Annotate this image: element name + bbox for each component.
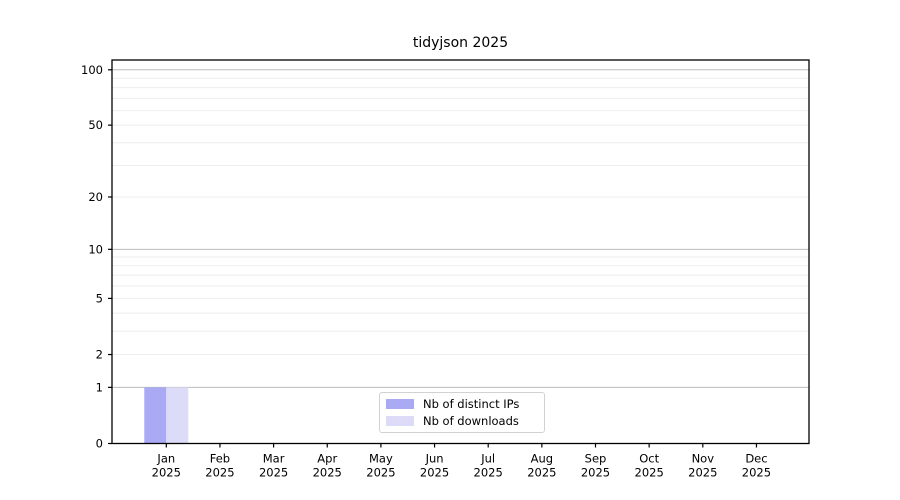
x-axis-tick-label-year: 2025 xyxy=(420,466,449,480)
x-axis-tick-label-year: 2025 xyxy=(313,466,342,480)
legend-swatch xyxy=(386,416,414,426)
plot-frame xyxy=(111,59,810,445)
x-axis-tick-label-year: 2025 xyxy=(152,466,181,480)
x-axis-tick-label-year: 2025 xyxy=(474,466,503,480)
x-axis-tick-label-month: Jul xyxy=(480,452,495,466)
x-axis-tick-label-month: Aug xyxy=(531,452,553,466)
legend-label: Nb of downloads xyxy=(423,414,519,428)
x-axis-tick-label-year: 2025 xyxy=(688,466,717,480)
legend: Nb of distinct IPs Nb of downloads xyxy=(379,392,545,433)
x-axis-tick-label-year: 2025 xyxy=(205,466,234,480)
x-axis-tick-label-month: Feb xyxy=(210,452,230,466)
y-axis-tick-label: 20 xyxy=(88,190,103,204)
x-axis-tick-label-month: Dec xyxy=(745,452,767,466)
chart-title: tidyjson 2025 xyxy=(412,35,509,51)
bar-nb-of-distinct-ips-jan xyxy=(144,387,167,444)
x-axis-tick-label-month: Jan xyxy=(156,452,175,466)
legend-item: Nb of distinct IPs xyxy=(386,397,536,411)
x-axis-tick-label-year: 2025 xyxy=(742,466,771,480)
y-axis-tick-label: 0 xyxy=(96,437,103,451)
y-axis-tick-label: 2 xyxy=(96,348,103,362)
x-axis-tick-label-year: 2025 xyxy=(259,466,288,480)
y-axis-tick-label: 100 xyxy=(81,63,103,77)
y-axis-tick-label: 50 xyxy=(88,118,103,132)
legend-item: Nb of downloads xyxy=(386,414,536,428)
x-axis-tick-label-month: Apr xyxy=(317,452,337,466)
x-axis-tick-label-year: 2025 xyxy=(366,466,395,480)
y-axis-tick-label: 10 xyxy=(88,242,103,256)
x-axis-tick-label-month: Mar xyxy=(263,452,285,466)
x-axis-tick-label-month: Jun xyxy=(425,452,444,466)
legend-label: Nb of distinct IPs xyxy=(423,397,520,411)
x-axis-tick-label-year: 2025 xyxy=(581,466,610,480)
x-axis-tick-label-month: May xyxy=(369,452,393,466)
x-axis-tick-label-month: Oct xyxy=(639,452,659,466)
x-axis-tick-label-month: Sep xyxy=(585,452,607,466)
y-axis-tick-label: 1 xyxy=(96,380,103,394)
y-axis-tick-label: 5 xyxy=(96,291,103,305)
x-axis-tick-label-year: 2025 xyxy=(527,466,556,480)
legend-swatch xyxy=(386,399,414,409)
x-axis-tick-label-year: 2025 xyxy=(635,466,664,480)
bar-nb-of-downloads-jan xyxy=(166,387,189,444)
x-axis-tick-label-month: Nov xyxy=(692,452,715,466)
